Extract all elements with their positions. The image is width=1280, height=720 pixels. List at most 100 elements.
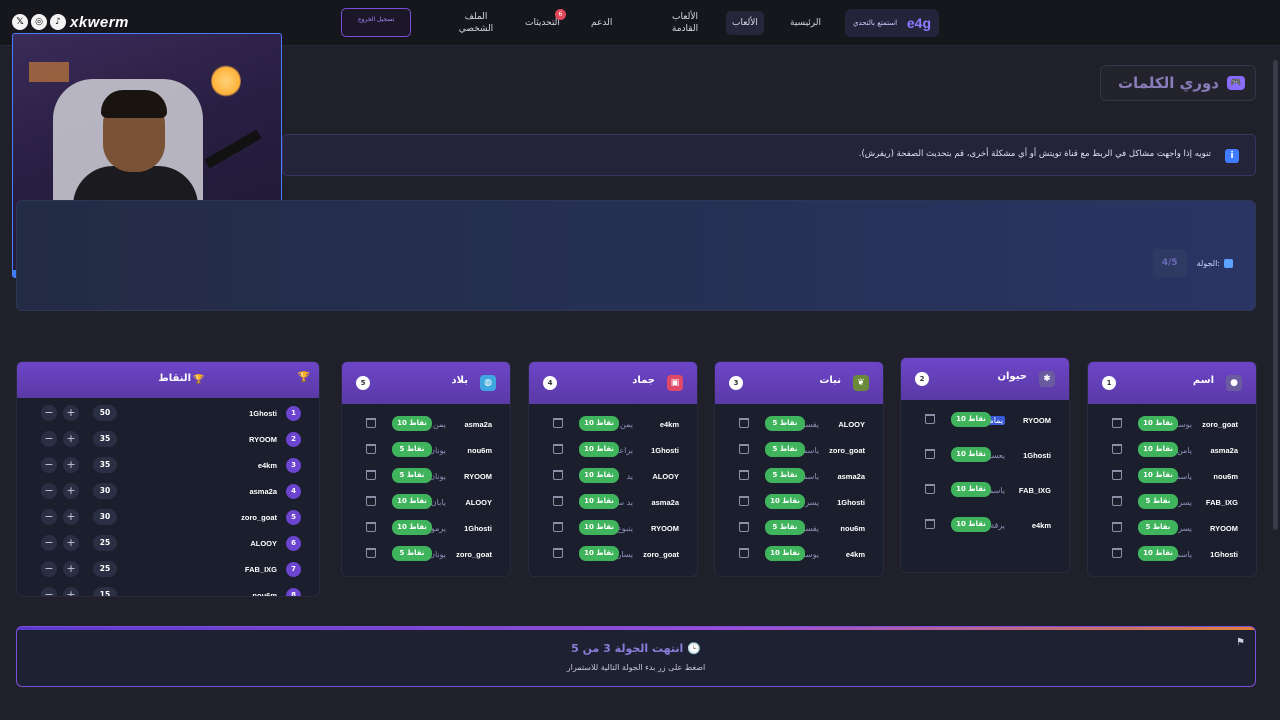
- points-badge[interactable]: 10 نقاط: [951, 412, 991, 427]
- category-answers-list: ALOOY يقسون 5 نقاط zoro_goat ياسمين 5 نقاط asm…: [715, 404, 883, 576]
- trash-icon[interactable]: [366, 522, 376, 532]
- trash-icon[interactable]: [739, 496, 749, 506]
- remove-point-button[interactable]: −: [41, 483, 57, 499]
- answer-word: يسرى: [1171, 498, 1192, 507]
- trash-icon[interactable]: [553, 496, 563, 506]
- points-badge[interactable]: 10 نقاط: [951, 447, 991, 462]
- nav-item-support[interactable]: الدعم: [591, 18, 613, 28]
- points-badge[interactable]: 10 نقاط: [579, 494, 619, 509]
- nav-item-upcoming-games[interactable]: الألعاب القادمة: [671, 12, 699, 34]
- social-icons: 𝕏 ◎ ♪: [12, 14, 66, 30]
- trash-icon[interactable]: [925, 414, 935, 424]
- add-point-button[interactable]: +: [63, 509, 79, 525]
- trash-icon[interactable]: [1112, 470, 1122, 480]
- add-point-button[interactable]: +: [63, 483, 79, 499]
- points-badge[interactable]: 10 نقاط: [951, 517, 991, 532]
- trash-icon[interactable]: [553, 444, 563, 454]
- trash-icon[interactable]: [553, 470, 563, 480]
- scrollbar-thumb[interactable]: [1273, 60, 1278, 530]
- remove-point-button[interactable]: −: [41, 431, 57, 447]
- remove-point-button[interactable]: −: [41, 561, 57, 577]
- trash-icon[interactable]: [739, 548, 749, 558]
- trash-icon[interactable]: [366, 496, 376, 506]
- trash-icon[interactable]: [553, 548, 563, 558]
- player-score: 50: [93, 405, 117, 421]
- points-badge[interactable]: 10 نقاط: [579, 546, 619, 561]
- trash-icon[interactable]: [366, 470, 376, 480]
- add-point-button[interactable]: +: [63, 405, 79, 421]
- nav-item-profile[interactable]: الملف الشخصي: [458, 12, 494, 34]
- points-badge[interactable]: 5 نقاط: [1138, 494, 1178, 509]
- rank-badge: 6: [286, 536, 301, 551]
- trash-icon[interactable]: [1112, 522, 1122, 532]
- player-name: nou6m: [467, 446, 492, 455]
- points-badge[interactable]: 5 نقاط: [765, 520, 805, 535]
- trash-icon[interactable]: [925, 484, 935, 494]
- points-badge[interactable]: 10 نقاط: [392, 494, 432, 509]
- points-badge[interactable]: 5 نقاط: [1138, 520, 1178, 535]
- trash-icon[interactable]: [366, 444, 376, 454]
- remove-point-button[interactable]: −: [41, 535, 57, 551]
- points-badge[interactable]: 10 نقاط: [579, 520, 619, 535]
- answer-word: يمن: [433, 420, 446, 429]
- points-badge[interactable]: 10 نقاط: [579, 416, 619, 431]
- trash-icon[interactable]: [925, 449, 935, 459]
- trash-icon[interactable]: [739, 444, 749, 454]
- trash-icon[interactable]: [366, 418, 376, 428]
- add-point-button[interactable]: +: [63, 535, 79, 551]
- add-point-button[interactable]: +: [63, 457, 79, 473]
- points-badge[interactable]: 10 نقاط: [392, 416, 432, 431]
- trash-icon[interactable]: [739, 470, 749, 480]
- points-badge[interactable]: 10 نقاط: [392, 520, 432, 535]
- points-badge[interactable]: 5 نقاط: [392, 442, 432, 457]
- trash-icon[interactable]: [1112, 444, 1122, 454]
- points-badge[interactable]: 5 نقاط: [765, 468, 805, 483]
- trash-icon[interactable]: [925, 519, 935, 529]
- remove-point-button[interactable]: −: [41, 457, 57, 473]
- points-badge[interactable]: 10 نقاط: [765, 546, 805, 561]
- add-point-button[interactable]: +: [63, 587, 79, 596]
- player-name: 1Ghosti: [1210, 550, 1238, 559]
- points-badge[interactable]: 10 نقاط: [579, 442, 619, 457]
- remove-point-button[interactable]: −: [41, 509, 57, 525]
- nav-item-games[interactable]: الألعاب: [726, 11, 764, 35]
- answer-row: 1Ghosti ياسمين 10 نقاط: [1088, 543, 1256, 569]
- score-row: 1 1Ghosti 50 + −: [17, 401, 319, 427]
- player-name: zoro_goat: [643, 550, 679, 559]
- player-name: 1Ghosti: [249, 409, 277, 418]
- points-badge[interactable]: 10 نقاط: [1138, 546, 1178, 561]
- add-point-button[interactable]: +: [63, 561, 79, 577]
- category-header: حيوان ✱ 2: [901, 358, 1069, 400]
- trash-icon[interactable]: [1112, 496, 1122, 506]
- trash-icon[interactable]: [739, 522, 749, 532]
- points-badge[interactable]: 10 نقاط: [1138, 416, 1178, 431]
- page-scrollbar[interactable]: [1272, 0, 1278, 720]
- points-badge[interactable]: 10 نقاط: [579, 468, 619, 483]
- trash-icon[interactable]: [553, 418, 563, 428]
- remove-point-button[interactable]: −: [41, 587, 57, 596]
- trash-icon[interactable]: [366, 548, 376, 558]
- points-badge[interactable]: 10 نقاط: [765, 494, 805, 509]
- banner-top-line: [17, 627, 1255, 630]
- logout-button[interactable]: تسجيل الخروج: [341, 8, 411, 37]
- trash-icon[interactable]: [1112, 418, 1122, 428]
- points-badge[interactable]: 5 نقاط: [392, 468, 432, 483]
- points-badge[interactable]: 10 نقاط: [1138, 442, 1178, 457]
- brand-logo[interactable]: استمتع بالتحدي e4g: [845, 9, 939, 37]
- score-row: 6 ALOOY 25 + −: [17, 531, 319, 557]
- points-badge[interactable]: 10 نقاط: [951, 482, 991, 497]
- points-badge[interactable]: 5 نقاط: [392, 546, 432, 561]
- remove-point-button[interactable]: −: [41, 405, 57, 421]
- trash-icon[interactable]: [1112, 548, 1122, 558]
- category-number: 3: [729, 376, 743, 390]
- points-badge[interactable]: 10 نقاط: [1138, 468, 1178, 483]
- points-badge[interactable]: 5 نقاط: [765, 442, 805, 457]
- player-name: 1Ghosti: [1023, 451, 1051, 460]
- add-point-button[interactable]: +: [63, 431, 79, 447]
- points-badge[interactable]: 5 نقاط: [765, 416, 805, 431]
- nav-item-home[interactable]: الرئيسية: [790, 18, 821, 28]
- answer-row: 1Ghosti يسر 10 نقاط: [715, 491, 883, 517]
- trash-icon[interactable]: [553, 522, 563, 532]
- trash-icon[interactable]: [739, 418, 749, 428]
- nav-item-updates[interactable]: التحديثات 6: [525, 9, 566, 29]
